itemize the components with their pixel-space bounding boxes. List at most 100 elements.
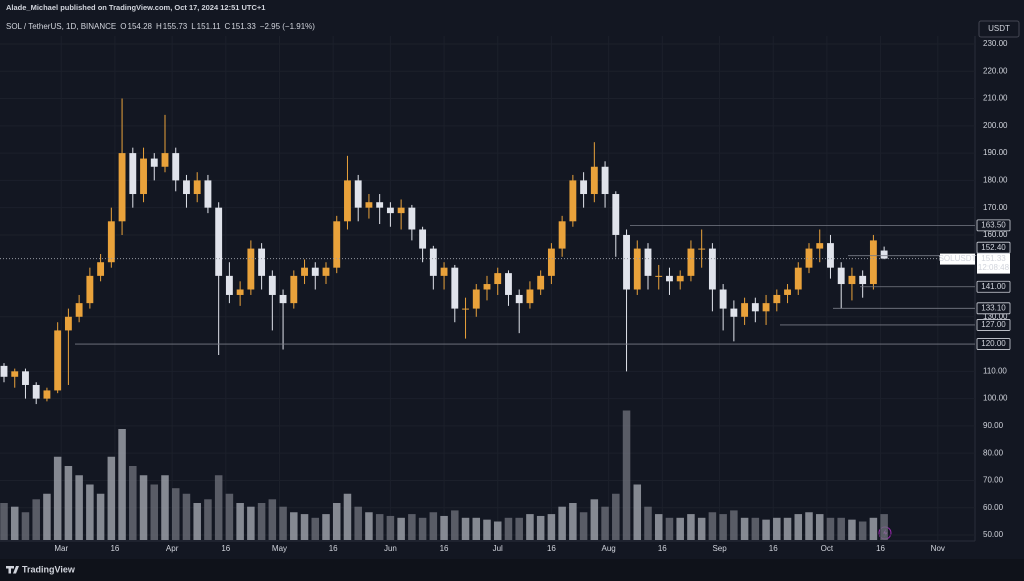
volume-bar: [633, 484, 642, 540]
volume-bar: [375, 514, 384, 540]
footer-bar: [0, 559, 1024, 581]
volume-bar: [837, 517, 845, 540]
volume-bar: [451, 510, 459, 540]
volume-bar: [53, 456, 62, 540]
volume-bar: [75, 475, 83, 540]
ohlc-value: 151.11: [197, 22, 221, 31]
candle-body: [258, 248, 266, 276]
candle-body: [247, 248, 255, 290]
volume-bar: [10, 506, 19, 540]
volume-bar: [279, 506, 287, 540]
x-tick-label: Apr: [166, 544, 179, 553]
candle-body: [859, 275, 867, 285]
symbol-label: SOLUSDT: [939, 254, 977, 263]
candle-body: [172, 153, 180, 181]
volume-bar: [429, 512, 438, 540]
candle-body: [268, 275, 276, 295]
candle-body: [419, 229, 427, 249]
candle-body: [32, 384, 40, 399]
volume-bar: [558, 506, 566, 540]
candle-body: [43, 390, 51, 399]
candle-body: [698, 248, 706, 250]
candle-body: [655, 275, 663, 277]
volume-bar: [719, 514, 727, 540]
volume-bar: [311, 517, 320, 540]
candle-body: [54, 330, 62, 391]
x-tick-label: Oct: [821, 544, 834, 553]
x-tick-label: 16: [329, 544, 338, 553]
candle-body: [472, 289, 480, 309]
y-tick-label: 100.00: [983, 394, 1008, 403]
volume-bar: [225, 493, 234, 540]
candle-body: [451, 267, 459, 309]
candle-body: [301, 267, 308, 276]
legend: SOL / TetherUS, 1D, BINANCE O 154.28 H 155.…: [6, 22, 315, 31]
volume-bar: [440, 515, 448, 540]
ohlc-label: C: [225, 22, 231, 31]
volume-bar: [64, 466, 73, 540]
volume-bar: [418, 517, 427, 540]
candle-body: [279, 294, 287, 304]
candle-body: [612, 194, 620, 235]
volume-bar: [236, 503, 244, 540]
candle-body: [22, 371, 29, 385]
volume-bar: [644, 506, 652, 540]
y-tick-label: 220.00: [983, 66, 1008, 75]
volume-bar: [654, 514, 663, 540]
level-label: 133.10: [981, 303, 1006, 312]
volume-bar: [601, 506, 609, 540]
currency-button[interactable]: [978, 20, 1020, 38]
volume-bar: [247, 506, 255, 540]
volume-bar: [472, 517, 481, 540]
y-tick-label: 60.00: [983, 503, 1004, 512]
volume-bar: [730, 510, 738, 540]
candle-body: [869, 240, 877, 285]
ohlc-value: 154.28: [128, 22, 153, 31]
volume-bar: [386, 515, 395, 540]
candle-body: [848, 275, 856, 285]
x-tick-label: 16: [110, 544, 119, 553]
candle-body: [505, 273, 512, 295]
volume-bar: [214, 475, 223, 540]
volume-bar: [150, 484, 159, 540]
y-tick-label: 170.00: [983, 203, 1008, 212]
volume-bar: [332, 503, 341, 540]
candle-body: [290, 275, 298, 304]
candle-body: [140, 158, 147, 195]
candle-body: [794, 267, 802, 290]
currency[interactable]: USDT: [988, 24, 1010, 33]
volume-bar: [794, 514, 803, 540]
candle-body: [741, 303, 749, 317]
x-tick-label: 16: [221, 544, 230, 553]
volume-bar: [171, 488, 180, 540]
candle-body: [816, 243, 824, 249]
candle-body: [204, 180, 212, 208]
volume-bar: [826, 517, 835, 540]
level-label-box: [976, 280, 1011, 293]
x-tick-label: May: [272, 544, 287, 553]
candle-body: [75, 303, 83, 317]
ohlc-label: H: [156, 22, 162, 31]
volume-bar: [408, 514, 416, 540]
publisher: Alade_Michael published on TradingView.c…: [6, 3, 265, 12]
candle-body: [537, 275, 545, 290]
volume-bar: [268, 499, 277, 540]
volume-bar: [86, 484, 94, 540]
candle-body: [558, 221, 566, 249]
volume-bar: [869, 517, 878, 540]
candle-body: [333, 221, 341, 268]
candle-body: [311, 267, 319, 276]
ohlc-value: 155.73: [163, 22, 188, 31]
candle-body: [365, 202, 373, 208]
countdown: 12:08:48: [978, 263, 1010, 272]
candle-body: [590, 166, 598, 195]
volume-bar: [204, 499, 212, 540]
x-tick-label: 16: [769, 544, 778, 553]
candle-body: [440, 267, 448, 276]
volume-bar: [515, 517, 523, 540]
candle-body: [547, 248, 555, 276]
current-price: 151.33: [981, 254, 1006, 263]
volume-bar: [815, 514, 824, 540]
candle-body: [666, 275, 673, 282]
